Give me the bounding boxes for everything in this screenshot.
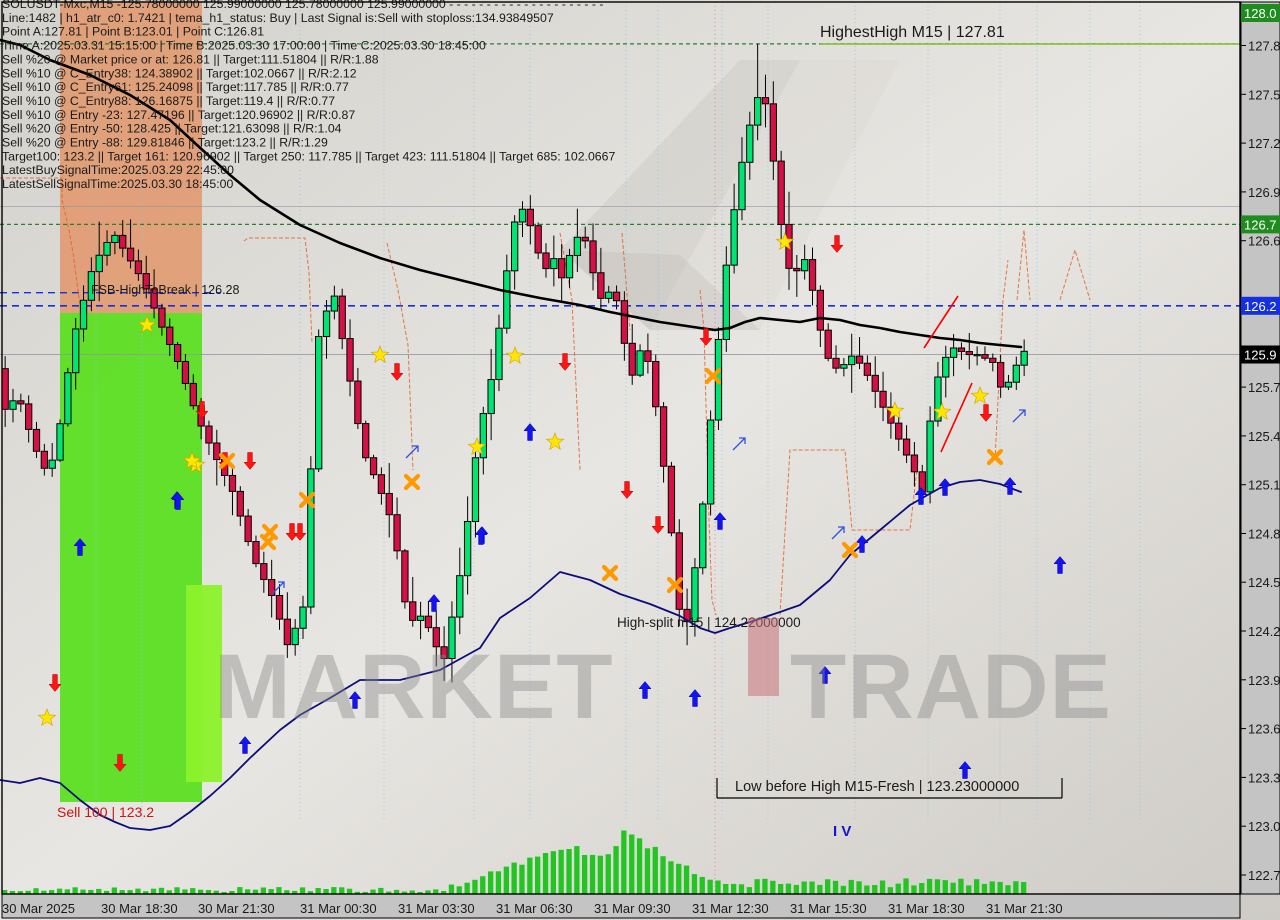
svg-text:123.6: 123.6: [1248, 722, 1280, 737]
svg-text:31 Mar 03:30: 31 Mar 03:30: [398, 901, 475, 916]
svg-text:125.9: 125.9: [1244, 348, 1277, 363]
svg-text:LatestSellSignalTime:2025.03.3: LatestSellSignalTime:2025.03.30 18:45:00: [2, 177, 233, 191]
svg-text:30 Mar 18:30: 30 Mar 18:30: [101, 901, 178, 916]
svg-text:123.0: 123.0: [1248, 819, 1280, 834]
svg-text:Sell %10 @ C_Entry61: 125.2409: Sell %10 @ C_Entry61: 125.24098 || Targe…: [2, 80, 349, 94]
svg-text:LatestBuySignalTime:2025.03.29: LatestBuySignalTime:2025.03.29 22:45:00: [2, 163, 234, 177]
svg-text:31 Mar 21:30: 31 Mar 21:30: [986, 901, 1063, 916]
svg-text:HighestHigh M15 | 127.81: HighestHigh M15 | 127.81: [820, 24, 1005, 41]
svg-text:125.1: 125.1: [1248, 478, 1280, 493]
svg-text:126.6: 126.6: [1248, 234, 1280, 249]
svg-text:Target100: 123.2 || Target 161: Target100: 123.2 || Target 161: 120.9690…: [2, 149, 615, 163]
svg-text:127.2: 127.2: [1248, 136, 1280, 151]
svg-text:123.3: 123.3: [1248, 770, 1280, 785]
svg-text:Sell %20 @ Entry -50: 128.425: Sell %20 @ Entry -50: 128.425 || Target:…: [2, 122, 342, 136]
svg-text:Sell %20 @ Entry -88: 129.8184: Sell %20 @ Entry -88: 129.81846 || Targe…: [2, 136, 328, 150]
svg-text:122.7: 122.7: [1248, 868, 1280, 883]
svg-text:31 Mar 18:30: 31 Mar 18:30: [888, 901, 965, 916]
svg-text:31 Mar 09:30: 31 Mar 09:30: [594, 901, 671, 916]
svg-text:I V: I V: [833, 823, 851, 840]
svg-text:31 Mar 15:30: 31 Mar 15:30: [790, 901, 867, 916]
svg-text:Point A:127.81 | Point B:123.0: Point A:127.81 | Point B:123.01 | Point …: [2, 25, 264, 39]
svg-text:124.5: 124.5: [1248, 575, 1280, 590]
svg-text:Low before High M15-Fresh |: Low before High M15-Fresh | 123.23000000: [735, 779, 1019, 795]
svg-text:128.0: 128.0: [1244, 6, 1277, 21]
svg-text:FSB-HighToBreak | 126.28: FSB-HighToBreak | 126.28: [91, 283, 240, 297]
svg-text:126.7: 126.7: [1244, 217, 1277, 232]
svg-text:125.7: 125.7: [1248, 380, 1280, 395]
svg-text:30 Mar 2025: 30 Mar 2025: [2, 901, 75, 916]
svg-text:Sell %10 @ C_Entry38: 124.3890: Sell %10 @ C_Entry38: 124.38902 || Targe…: [2, 66, 357, 80]
svg-text:TRADE: TRADE: [790, 636, 1112, 738]
svg-text:125.4: 125.4: [1248, 429, 1280, 444]
svg-text:Sell %10 @ Entry -23: 127.4719: Sell %10 @ Entry -23: 127.47196 || Targe…: [2, 108, 355, 122]
svg-text:31 Mar 00:30: 31 Mar 00:30: [300, 901, 377, 916]
svg-text:127.8: 127.8: [1248, 39, 1280, 54]
svg-text:123.9: 123.9: [1248, 673, 1280, 688]
svg-text:Sell %10 @ C_Entry88: 126.1687: Sell %10 @ C_Entry88: 126.16875 || Targe…: [2, 94, 335, 108]
svg-text:Sell 100 | 123.2: Sell 100 | 123.2: [57, 804, 154, 820]
svg-text:31 Mar 06:30: 31 Mar 06:30: [496, 901, 573, 916]
svg-text:MARKET: MARKET: [214, 636, 614, 738]
svg-text:Sell %20 @ Market price or at:: Sell %20 @ Market price or at: 126.81 ||…: [2, 52, 379, 66]
svg-text:126.2: 126.2: [1244, 299, 1277, 314]
svg-text:127.5: 127.5: [1248, 87, 1280, 102]
svg-text:Time A:2025.03.31 15:15:00 | T: Time A:2025.03.31 15:15:00 | Time B:2025…: [2, 39, 486, 53]
svg-text:126.9: 126.9: [1248, 185, 1280, 200]
svg-text:30 Mar 21:30: 30 Mar 21:30: [198, 901, 275, 916]
svg-text:124.8: 124.8: [1248, 527, 1280, 542]
svg-text:124.2: 124.2: [1248, 624, 1280, 639]
svg-text:Line:1482 | h1_atr_c0: 1.7421: Line:1482 | h1_atr_c0: 1.7421 | tema_h1_…: [2, 11, 554, 25]
svg-text:31 Mar 12:30: 31 Mar 12:30: [692, 901, 769, 916]
